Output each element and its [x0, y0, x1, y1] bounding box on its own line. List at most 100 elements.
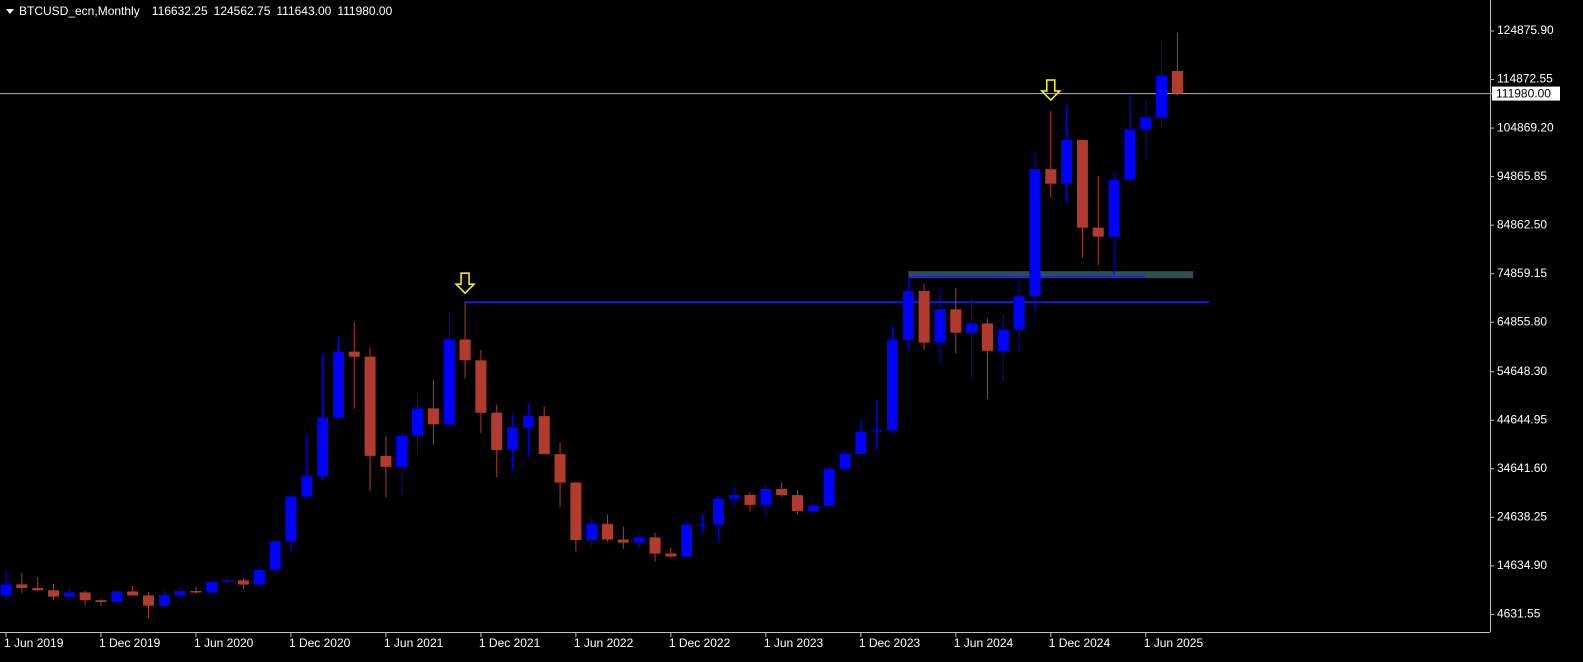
candle-body: [1013, 296, 1025, 330]
candle-body: [586, 523, 598, 541]
x-tick-label: 1 Jun 2021: [384, 636, 444, 650]
header-value: 111643.00: [276, 4, 331, 18]
candle-body: [507, 427, 519, 451]
y-tick-label: 94865.85: [1497, 169, 1547, 183]
candle-body: [253, 569, 265, 585]
candle-body: [1061, 140, 1073, 184]
x-tick-label: 1 Jun 2025: [1144, 636, 1204, 650]
candle-body: [902, 290, 914, 341]
x-tick-label: 1 Dec 2022: [669, 636, 731, 650]
candle-body: [950, 309, 962, 333]
candle-body: [0, 584, 12, 596]
candle-body: [63, 592, 75, 597]
candle-body: [16, 584, 28, 588]
x-tick-label: 1 Dec 2023: [859, 636, 921, 650]
candle-body: [222, 580, 234, 582]
candle-body: [127, 591, 139, 596]
x-tick-label: 1 Dec 2020: [289, 636, 351, 650]
candle-body: [332, 351, 344, 418]
candle-body: [111, 591, 123, 602]
candle-body: [206, 581, 218, 593]
candle-body: [142, 595, 154, 606]
header-value: 111980.00: [337, 4, 392, 18]
candle-body: [412, 408, 424, 436]
candle-body: [32, 587, 44, 591]
candle-body: [491, 412, 503, 451]
candle-body: [174, 591, 186, 595]
y-tick-label: 104869.20: [1497, 120, 1554, 134]
candle-body: [728, 494, 740, 499]
candle-body: [981, 323, 993, 351]
candle-body: [934, 309, 946, 343]
y-tick-label: 14634.90: [1497, 558, 1547, 572]
y-tick-label: 84862.50: [1497, 217, 1547, 231]
x-tick-label: 1 Jun 2022: [574, 636, 634, 650]
candle-body: [348, 351, 360, 357]
candle-body: [380, 455, 392, 467]
candle-body: [301, 476, 313, 497]
candle-body: [285, 496, 297, 542]
header-dropdown[interactable]: [6, 9, 14, 14]
price-label-box: [1492, 86, 1560, 101]
candle-body: [792, 495, 803, 512]
candle-body: [871, 430, 883, 432]
candle-body: [823, 468, 835, 507]
candle-body: [522, 416, 534, 428]
candle-body: [649, 537, 661, 554]
header-value: 124562.75: [214, 4, 271, 18]
candle-body: [317, 417, 329, 477]
candle-body: [1140, 117, 1152, 130]
y-tick-label: 74859.15: [1497, 266, 1547, 280]
support-zone: [908, 271, 1194, 279]
candle-body: [237, 580, 249, 585]
x-tick-label: 1 Dec 2024: [1049, 636, 1111, 650]
header-symbol: BTCUSD_ecn,Monthly: [19, 4, 140, 18]
candle-body: [681, 524, 693, 557]
candle-body: [1108, 179, 1120, 237]
candle-body: [364, 356, 376, 456]
candle-body: [886, 340, 898, 431]
y-tick-label: 124875.90: [1497, 23, 1554, 37]
candle-body: [744, 494, 756, 505]
header-value: 116632.25: [152, 4, 208, 18]
x-tick-label: 1 Jun 2023: [764, 636, 824, 650]
y-tick-label: 44644.95: [1497, 412, 1547, 426]
candle-body: [633, 537, 645, 543]
candle-body: [475, 360, 487, 413]
candle-body: [776, 488, 788, 496]
candle-body: [839, 453, 851, 469]
candle-body: [158, 594, 170, 606]
signal-arrow: [454, 272, 476, 295]
x-tick-label: 1 Jun 2020: [194, 636, 254, 650]
x-tick-label: 1 Jun 2024: [954, 636, 1014, 650]
y-tick-label: 34641.60: [1497, 461, 1547, 475]
candle-body: [269, 541, 281, 570]
candle-body: [427, 408, 439, 425]
candle-body: [554, 454, 566, 483]
candle-body: [1076, 140, 1088, 228]
candle-body: [1156, 75, 1168, 118]
candle-body: [918, 290, 930, 343]
price-label: 111980.00: [1496, 86, 1551, 100]
candle-body: [760, 488, 772, 505]
y-tick-label: 114872.55: [1497, 72, 1553, 86]
candle-body: [807, 506, 819, 512]
candle-body: [855, 431, 867, 454]
candle-body: [1092, 227, 1104, 237]
y-tick-label: 64855.80: [1497, 314, 1547, 328]
candle-body: [602, 523, 614, 540]
candle-body: [538, 416, 550, 455]
candle-body: [1045, 169, 1057, 184]
y-tick-label: 4631.55: [1497, 607, 1541, 621]
x-tick-label: 1 Dec 2021: [479, 636, 541, 650]
y-tick-label: 54648.30: [1497, 364, 1547, 378]
candle-body: [966, 323, 978, 333]
candle-body: [396, 435, 408, 467]
x-tick-label: 1 Dec 2019: [99, 636, 161, 650]
candle-body: [1124, 129, 1136, 180]
candle-body: [1029, 169, 1041, 297]
candle-body: [665, 553, 677, 557]
y-tick-label: 24638.25: [1497, 509, 1547, 523]
